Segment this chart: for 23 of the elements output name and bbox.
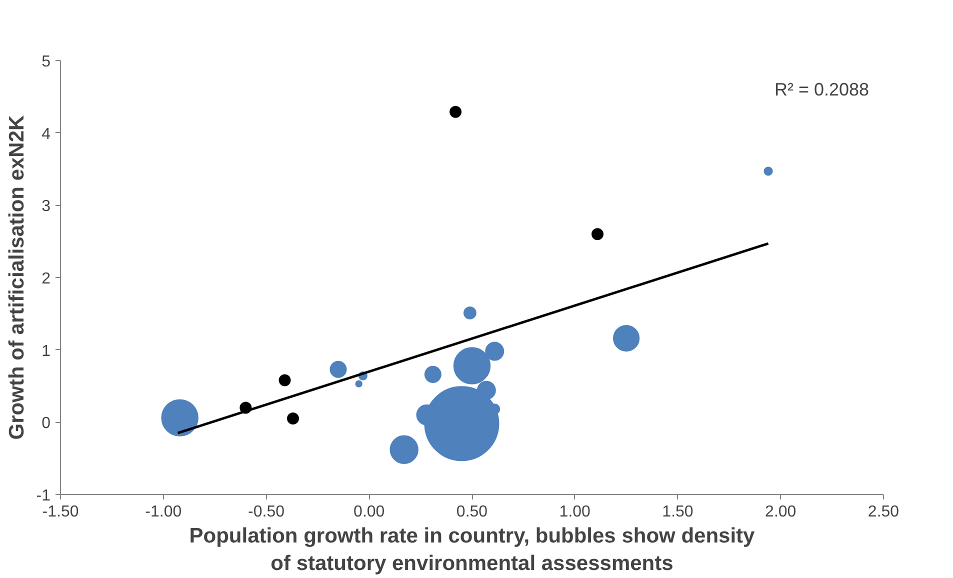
y-axis-title: Growth of artificialisation exN2K [5, 115, 28, 440]
point [286, 412, 299, 425]
point [450, 106, 462, 118]
x-tick-label: 2.50 [868, 504, 900, 520]
y-tick-label: -1 [36, 488, 51, 504]
annotation: R² = 0.2088 [774, 79, 870, 100]
x-tick-label: 1.50 [662, 504, 694, 520]
y-tick-label: 0 [42, 415, 51, 432]
x-axis-title: Population growth rate in country, bubbles show density of statutory environmental assessments [189, 524, 756, 576]
x-tick-label: 0.00 [354, 504, 385, 520]
y-tick-label: 5 [42, 54, 51, 70]
x-tick-label: 0.50 [456, 504, 488, 520]
y-tick-label: 1 [42, 342, 51, 360]
y-tick-label: 2 [42, 270, 51, 288]
x-tick-label: -0.50 [248, 504, 285, 520]
point [278, 374, 291, 386]
y-tick-label: 3 [42, 198, 51, 216]
y-tick-label: 4 [42, 126, 51, 143]
x-tick-label: 1.00 [559, 504, 591, 520]
x-tick-label: -1.00 [145, 504, 182, 520]
x-tick-label: -1.50 [42, 504, 79, 520]
point [592, 228, 604, 240]
x-tick-label: 2.00 [765, 504, 796, 520]
